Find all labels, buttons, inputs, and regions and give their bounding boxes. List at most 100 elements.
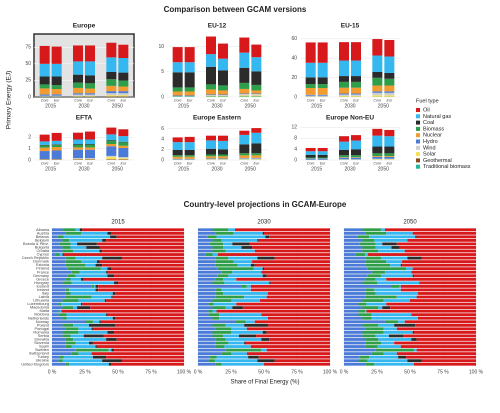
bar-segment (400, 345, 476, 348)
bar-segment (65, 256, 76, 260)
bar-segment (365, 327, 384, 331)
bar-segment (70, 334, 84, 338)
bar-segment (198, 256, 216, 260)
bar-segment (106, 299, 184, 302)
bar-segment (112, 292, 116, 295)
bar-label: Eur (87, 98, 93, 102)
bar-segment (365, 295, 397, 299)
bar-segment (262, 231, 264, 235)
bar-segment (106, 238, 184, 242)
bar-segment (88, 341, 93, 345)
bar-segment (402, 260, 476, 264)
bar-segment (246, 327, 330, 331)
bar-segment (351, 60, 361, 77)
bar-segment (223, 242, 233, 246)
bar-segment (106, 144, 117, 147)
bar-segment (215, 295, 245, 299)
legend-label: Wind (423, 145, 436, 151)
bar-segment (365, 309, 367, 313)
bar-segment (51, 147, 62, 151)
bar-segment (65, 288, 70, 292)
bar-segment (391, 284, 400, 288)
bar-segment (198, 270, 222, 274)
country-label: Cyprus (37, 252, 49, 257)
bar-segment (106, 93, 117, 96)
bar-segment (399, 284, 401, 288)
bar-segment (252, 246, 330, 249)
bar-segment (39, 84, 50, 89)
bar-segment (384, 129, 395, 137)
bar-segment (257, 359, 275, 363)
bar-segment (92, 341, 184, 345)
panel-title: EFTA (76, 115, 93, 122)
bar-segment (110, 235, 117, 239)
x-tick-label: 50 % (112, 369, 124, 375)
bar-segment (251, 57, 262, 72)
bar-segment (339, 155, 349, 158)
bar-segment (372, 92, 383, 96)
x-tick-label: 2015 (311, 103, 322, 109)
bar-segment (244, 295, 267, 299)
bar-segment (65, 292, 71, 295)
bar-segment (344, 352, 372, 356)
bar-segment (411, 270, 476, 274)
bar-segment (107, 274, 115, 278)
y-tick-label: 0 (28, 157, 31, 163)
bar-segment (266, 274, 330, 278)
bar-segment (52, 323, 63, 327)
bar-segment (223, 277, 237, 281)
bar-segment (384, 146, 395, 154)
legend-label: Natural gas (423, 114, 451, 120)
bar-segment (372, 156, 383, 157)
bar-segment (208, 309, 213, 313)
bar-segment (344, 292, 366, 295)
bar-segment (118, 58, 129, 73)
bar-segment (62, 334, 71, 338)
legend-swatch (416, 164, 420, 169)
bar-segment (52, 352, 72, 356)
bar-segment (78, 299, 105, 302)
bar-segment (260, 299, 330, 302)
country-label: Norway (36, 319, 49, 324)
bar-segment (400, 263, 403, 267)
bar-segment (212, 253, 218, 256)
bar-segment (384, 72, 395, 79)
bar-segment (206, 94, 216, 96)
bar-segment (198, 260, 216, 264)
bar-segment (208, 302, 214, 306)
bar-segment (79, 228, 83, 232)
bar-segment (398, 320, 405, 324)
bar-segment (184, 47, 195, 63)
bar-segment (172, 62, 183, 73)
x-tick-label: 25 % (371, 369, 383, 375)
bar-segment (413, 348, 417, 352)
bar-segment (218, 70, 228, 86)
bar-segment (394, 323, 416, 327)
y-tick-label: 75 (25, 45, 31, 51)
bar-segment (261, 270, 330, 274)
bar-segment (365, 231, 387, 235)
bar-segment (365, 277, 376, 281)
bar-segment (77, 306, 91, 310)
bar-segment (234, 320, 246, 324)
bar-segment (184, 91, 195, 96)
bar-label: Core (240, 161, 248, 165)
bar-segment (99, 260, 184, 264)
bar-segment (375, 242, 383, 246)
bar-segment (92, 355, 107, 359)
x-tick-label: 2050 (245, 103, 256, 109)
bar-segment (81, 260, 97, 264)
y-tick-label: 6 (161, 126, 164, 132)
bar-label: Core (107, 98, 115, 102)
bar-segment (115, 316, 184, 320)
bar-segment (198, 330, 213, 334)
bar-segment (112, 295, 184, 299)
x-tick-label: 50 % (258, 369, 270, 375)
bar-segment (106, 146, 117, 156)
bar-segment (52, 267, 68, 271)
bar-segment (73, 338, 107, 341)
bar-segment (390, 263, 401, 267)
bar-segment (365, 256, 381, 260)
bar-segment (52, 313, 59, 317)
